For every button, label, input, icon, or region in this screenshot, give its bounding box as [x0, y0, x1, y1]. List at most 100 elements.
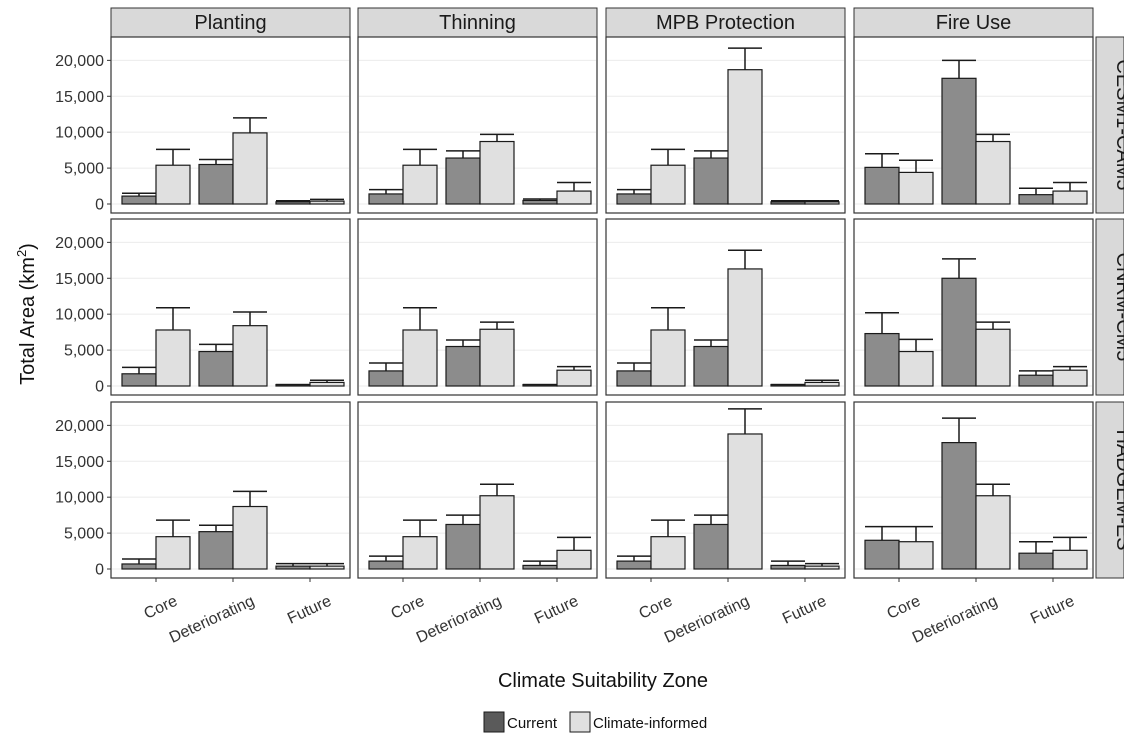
bar-current-core: [864, 332, 900, 387]
strip-cesm1-cam5: [1095, 36, 1124, 214]
error-bar-current-core: [122, 192, 156, 197]
error-bar-current-deteriorating: [446, 150, 480, 159]
panel-cesm1-cam5-mpb-protection: [605, 36, 846, 214]
strip-cnrm-cm5: [1095, 218, 1124, 396]
error-bar-current-core: [617, 362, 651, 371]
bar-current-deteriorating: [445, 345, 481, 387]
error-bar-climate-informed-deteriorating: [728, 47, 762, 70]
error-bar-current-deteriorating: [942, 258, 976, 279]
bar-climate-informed-future: [1052, 549, 1088, 570]
bar-climate-informed-deteriorating: [975, 328, 1011, 387]
bar-current-deteriorating: [941, 277, 977, 387]
error-bar-current-deteriorating: [942, 417, 976, 443]
bar-current-core: [616, 193, 652, 205]
bar-climate-informed-future: [309, 381, 345, 387]
error-bar-climate-informed-core: [403, 148, 437, 166]
bar-current-deteriorating: [693, 157, 729, 205]
strip-label-fire-use: Fire Use: [936, 12, 1012, 34]
bar-current-core: [616, 370, 652, 387]
bar-current-future: [522, 564, 558, 570]
x-tick-label-core: Core: [636, 593, 675, 623]
strip-thinning: [357, 7, 598, 38]
bar-current-core: [864, 166, 900, 205]
y-axis-title-main: Total Area (km: [17, 257, 39, 385]
error-bar-current-future: [523, 198, 557, 201]
y-tick-label: 5,000: [64, 343, 104, 360]
error-bar-climate-informed-deteriorating: [976, 133, 1010, 142]
y-tick-label: 0: [95, 562, 104, 579]
bar-current-core: [616, 560, 652, 570]
y-tick-label: 20,000: [55, 53, 104, 70]
bar-current-deteriorating: [693, 523, 729, 570]
error-bar-current-deteriorating: [694, 514, 728, 525]
x-tick-label-deteriorating: Deteriorating: [910, 593, 1000, 647]
error-bar-climate-informed-core: [651, 519, 685, 537]
y-axis-title-close: ): [17, 243, 39, 250]
error-bar-climate-informed-future: [557, 181, 591, 192]
bar-climate-informed-deteriorating: [479, 495, 515, 570]
y-tick-label: 15,000: [55, 454, 104, 471]
bar-current-deteriorating: [198, 531, 234, 570]
x-tick-label-future: Future: [780, 593, 829, 628]
error-bar-climate-informed-future: [310, 562, 344, 567]
bar-climate-informed-deteriorating: [727, 268, 763, 387]
bar-current-core: [121, 195, 157, 205]
strip-label-thinning: Thinning: [439, 12, 516, 34]
error-bar-current-core: [617, 188, 651, 194]
error-bar-climate-informed-future: [805, 200, 839, 202]
strip-mpb-protection: [605, 7, 846, 38]
strip-fire-use: [853, 7, 1094, 38]
y-tick-label: 15,000: [55, 271, 104, 288]
error-bar-climate-informed-core: [403, 519, 437, 537]
error-bar-climate-informed-deteriorating: [728, 408, 762, 434]
error-bar-current-future: [1019, 540, 1053, 554]
bar-current-deteriorating: [198, 163, 234, 205]
y-tick-label: 20,000: [55, 418, 104, 435]
bar-climate-informed-core: [650, 164, 686, 205]
error-bar-current-core: [122, 366, 156, 374]
error-bar-current-future: [523, 560, 557, 566]
panel-cesm1-cam5-fire-use: [853, 36, 1094, 214]
bar-current-core: [368, 193, 404, 205]
panel-cesm1-cam5-thinning: [357, 36, 598, 214]
bar-current-deteriorating: [445, 157, 481, 205]
legend-label-current: Current: [507, 715, 558, 732]
y-tick-label: 10,000: [55, 125, 104, 142]
error-bar-climate-informed-core: [899, 525, 933, 542]
y-tick-label: 5,000: [64, 161, 104, 178]
strip-planting: [110, 7, 351, 38]
bar-climate-informed-future: [1052, 369, 1088, 387]
bar-current-deteriorating: [941, 442, 977, 570]
bar-current-future: [522, 199, 558, 205]
error-bar-current-core: [369, 188, 403, 194]
strip-label-cesm1-cam5: CESM1-CAM5: [1112, 59, 1124, 190]
bar-climate-informed-core: [155, 536, 191, 570]
bar-climate-informed-deteriorating: [727, 433, 763, 570]
bar-current-deteriorating: [693, 345, 729, 387]
error-bar-climate-informed-core: [651, 306, 685, 330]
error-bar-climate-informed-deteriorating: [233, 490, 267, 507]
panel-cnrm-cm5-fire-use: [853, 218, 1094, 396]
bar-climate-informed-future: [309, 200, 345, 205]
error-bar-climate-informed-future: [1053, 181, 1087, 192]
x-tick-label-future: Future: [285, 593, 334, 628]
bar-current-core: [864, 539, 900, 570]
error-bar-climate-informed-deteriorating: [480, 133, 514, 142]
error-bar-current-deteriorating: [942, 59, 976, 79]
bar-climate-informed-future: [804, 381, 840, 387]
y-tick-label: 20,000: [55, 235, 104, 252]
bar-climate-informed-deteriorating: [975, 495, 1011, 570]
error-bar-current-deteriorating: [694, 150, 728, 159]
y-tick-label: 10,000: [55, 490, 104, 507]
y-tick-label: 10,000: [55, 307, 104, 324]
y-tick-label: 15,000: [55, 89, 104, 106]
bar-climate-informed-deteriorating: [975, 140, 1011, 205]
bar-climate-informed-core: [898, 350, 934, 387]
legend: Current Climate-informed: [483, 711, 707, 733]
bar-climate-informed-core: [155, 329, 191, 387]
bar-climate-informed-future: [804, 565, 840, 570]
bar-current-future: [770, 564, 806, 570]
error-bar-climate-informed-future: [1053, 365, 1087, 371]
error-bar-current-future: [276, 200, 310, 202]
